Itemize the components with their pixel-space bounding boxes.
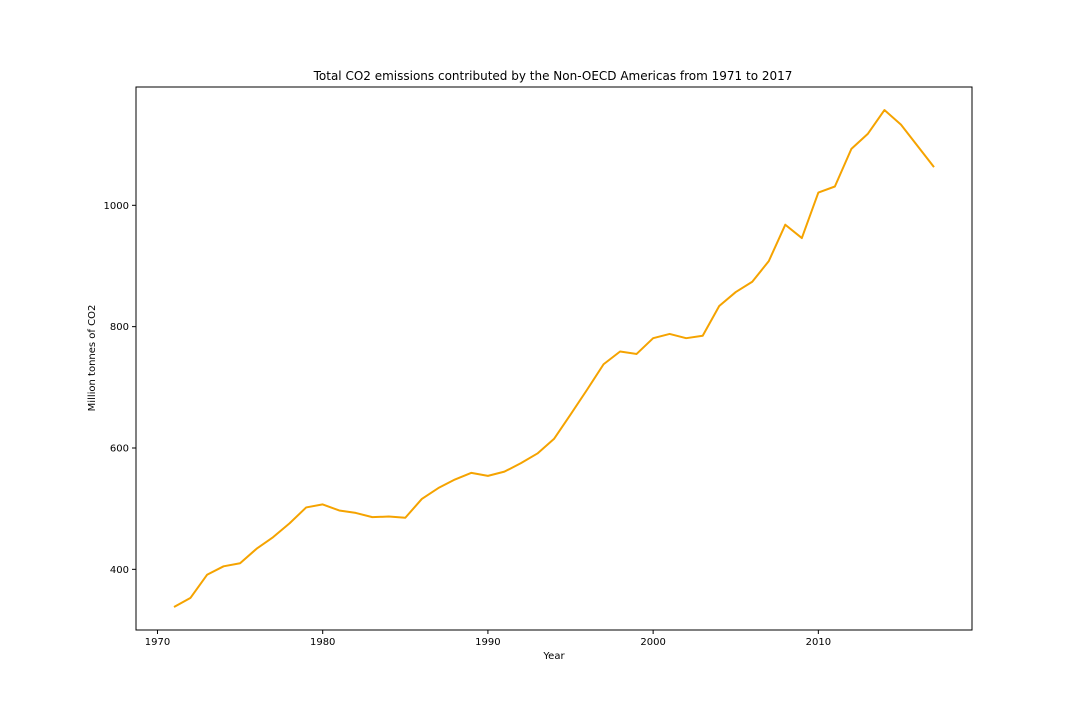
- y-axis-label: Million tonnes of CO2: [87, 305, 98, 412]
- x-axis-label: Year: [542, 651, 565, 662]
- x-tick-label: 2010: [806, 637, 831, 648]
- plot-frame: [135, 86, 973, 631]
- chart-title: Total CO2 emissions contributed by the N…: [313, 69, 793, 83]
- x-tick-label: 1990: [475, 637, 500, 648]
- plot-area: [173, 109, 935, 608]
- y-tick-label: 600: [110, 443, 129, 454]
- x-tick-label: 1980: [310, 637, 335, 648]
- series-line: [173, 109, 935, 608]
- y-tick-label: 400: [110, 565, 129, 576]
- x-tick-label: 2000: [640, 637, 665, 648]
- y-tick-label: 800: [110, 322, 129, 333]
- x-axis: 1970 1980 1990 2000 2010: [145, 630, 831, 648]
- x-tick-label: 1970: [145, 637, 170, 648]
- y-tick-label: 1000: [104, 201, 129, 212]
- y-axis: 400 600 800 1000: [104, 201, 136, 576]
